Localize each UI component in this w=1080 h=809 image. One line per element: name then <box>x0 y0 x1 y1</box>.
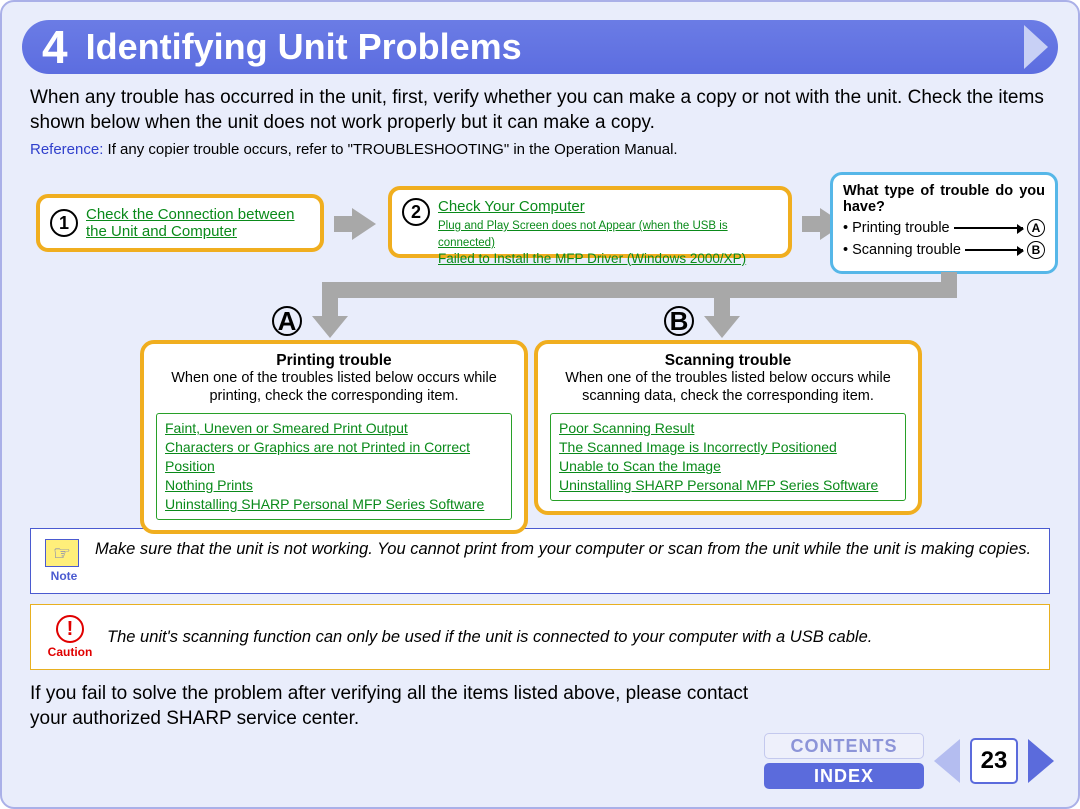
note-text: Make sure that the unit is not working. … <box>95 539 1031 560</box>
printing-link-4[interactable]: Uninstalling SHARP Personal MFP Series S… <box>165 495 503 514</box>
flow-diagram: 1 Check the Connection between the Unit … <box>22 172 1058 528</box>
hand-pointer-icon: ☞ <box>45 539 79 567</box>
trouble-row-printing: • Printing trouble A <box>843 219 1045 237</box>
section-header: 4 Identifying Unit Problems <box>22 20 1058 74</box>
scanning-link-2[interactable]: The Scanned Image is Incorrectly Positio… <box>559 438 897 457</box>
prev-page-button[interactable] <box>934 739 960 783</box>
next-page-button[interactable] <box>1028 739 1054 783</box>
printing-subtitle: When one of the troubles listed below oc… <box>156 370 512 405</box>
caution-box: ! Caution The unit's scanning function c… <box>30 604 1050 670</box>
caution-text: The unit's scanning function can only be… <box>107 628 872 647</box>
step-1-link[interactable]: Check the Connection between the Unit an… <box>86 206 310 241</box>
target-b-icon: B <box>1027 241 1045 259</box>
printing-link-1[interactable]: Faint, Uneven or Smeared Print Output <box>165 419 503 438</box>
scanning-subtitle: When one of the troubles listed below oc… <box>550 370 906 405</box>
step-1-number: 1 <box>50 209 78 237</box>
connector-line <box>714 282 730 318</box>
trouble-type-box: What type of trouble do you have? • Prin… <box>830 172 1058 274</box>
arrow-right-icon <box>352 208 376 240</box>
scanning-trouble-label: Scanning trouble <box>852 242 961 258</box>
reference-text: Reference: If any copier trouble occurs,… <box>30 141 1050 158</box>
scanning-link-4[interactable]: Uninstalling SHARP Personal MFP Series S… <box>559 476 897 495</box>
printing-trouble-box: Printing trouble When one of the trouble… <box>140 340 528 533</box>
scanning-link-3[interactable]: Unable to Scan the Image <box>559 457 897 476</box>
printing-links: Faint, Uneven or Smeared Print Output Ch… <box>156 413 512 519</box>
intro-text: When any trouble has occurred in the uni… <box>30 86 1050 135</box>
contents-button[interactable]: CONTENTS <box>764 733 924 759</box>
step-2-box: 2 Check Your Computer Plug and Play Scre… <box>388 186 792 258</box>
printing-link-2[interactable]: Characters or Graphics are not Printed i… <box>165 438 503 476</box>
note-label: Note <box>45 569 83 583</box>
label-a: A <box>272 306 302 336</box>
arrow-line-icon <box>954 227 1023 229</box>
scanning-link-1[interactable]: Poor Scanning Result <box>559 419 897 438</box>
chevron-right-icon <box>1024 25 1048 69</box>
trouble-row-scanning: • Scanning trouble B <box>843 241 1045 259</box>
closing-text: If you fail to solve the problem after v… <box>30 682 750 731</box>
scanning-title: Scanning trouble <box>550 352 906 370</box>
printing-link-3[interactable]: Nothing Prints <box>165 476 503 495</box>
caution-icon: ! Caution <box>45 615 95 659</box>
page-container: 4 Identifying Unit Problems When any tro… <box>0 0 1080 809</box>
step-1-box: 1 Check the Connection between the Unit … <box>36 194 324 252</box>
target-a-icon: A <box>1027 219 1045 237</box>
step-2-number: 2 <box>402 198 430 226</box>
printing-title: Printing trouble <box>156 352 512 370</box>
connector-line <box>322 282 338 318</box>
printing-trouble-label: Printing trouble <box>852 220 950 236</box>
exclamation-icon: ! <box>56 615 84 643</box>
scanning-links: Poor Scanning Result The Scanned Image i… <box>550 413 906 501</box>
page-footer: CONTENTS INDEX 23 <box>764 733 1054 789</box>
note-box: ☞ Note Make sure that the unit is not wo… <box>30 528 1050 594</box>
trouble-question: What type of trouble do you have? <box>843 183 1045 215</box>
section-title: Identifying Unit Problems <box>86 26 522 68</box>
index-button[interactable]: INDEX <box>764 763 924 789</box>
step-2-link-mid[interactable]: Plug and Play Screen does not Appear (wh… <box>438 220 728 249</box>
reference-label: Reference: <box>30 141 103 158</box>
arrow-down-icon <box>704 316 740 338</box>
section-number: 4 <box>42 20 68 74</box>
label-b: B <box>664 306 694 336</box>
connector-line <box>322 282 957 298</box>
arrow-down-icon <box>312 316 348 338</box>
reference-body: If any copier trouble occurs, refer to "… <box>103 141 677 158</box>
arrow-line-icon <box>965 249 1023 251</box>
page-number: 23 <box>970 738 1018 784</box>
scanning-trouble-box: Scanning trouble When one of the trouble… <box>534 340 922 514</box>
step-2-link-bot[interactable]: Failed to Install the MFP Driver (Window… <box>438 251 746 266</box>
note-icon: ☞ Note <box>45 539 83 583</box>
step-2-link-top[interactable]: Check Your Computer <box>438 198 585 215</box>
caution-label: Caution <box>45 645 95 659</box>
